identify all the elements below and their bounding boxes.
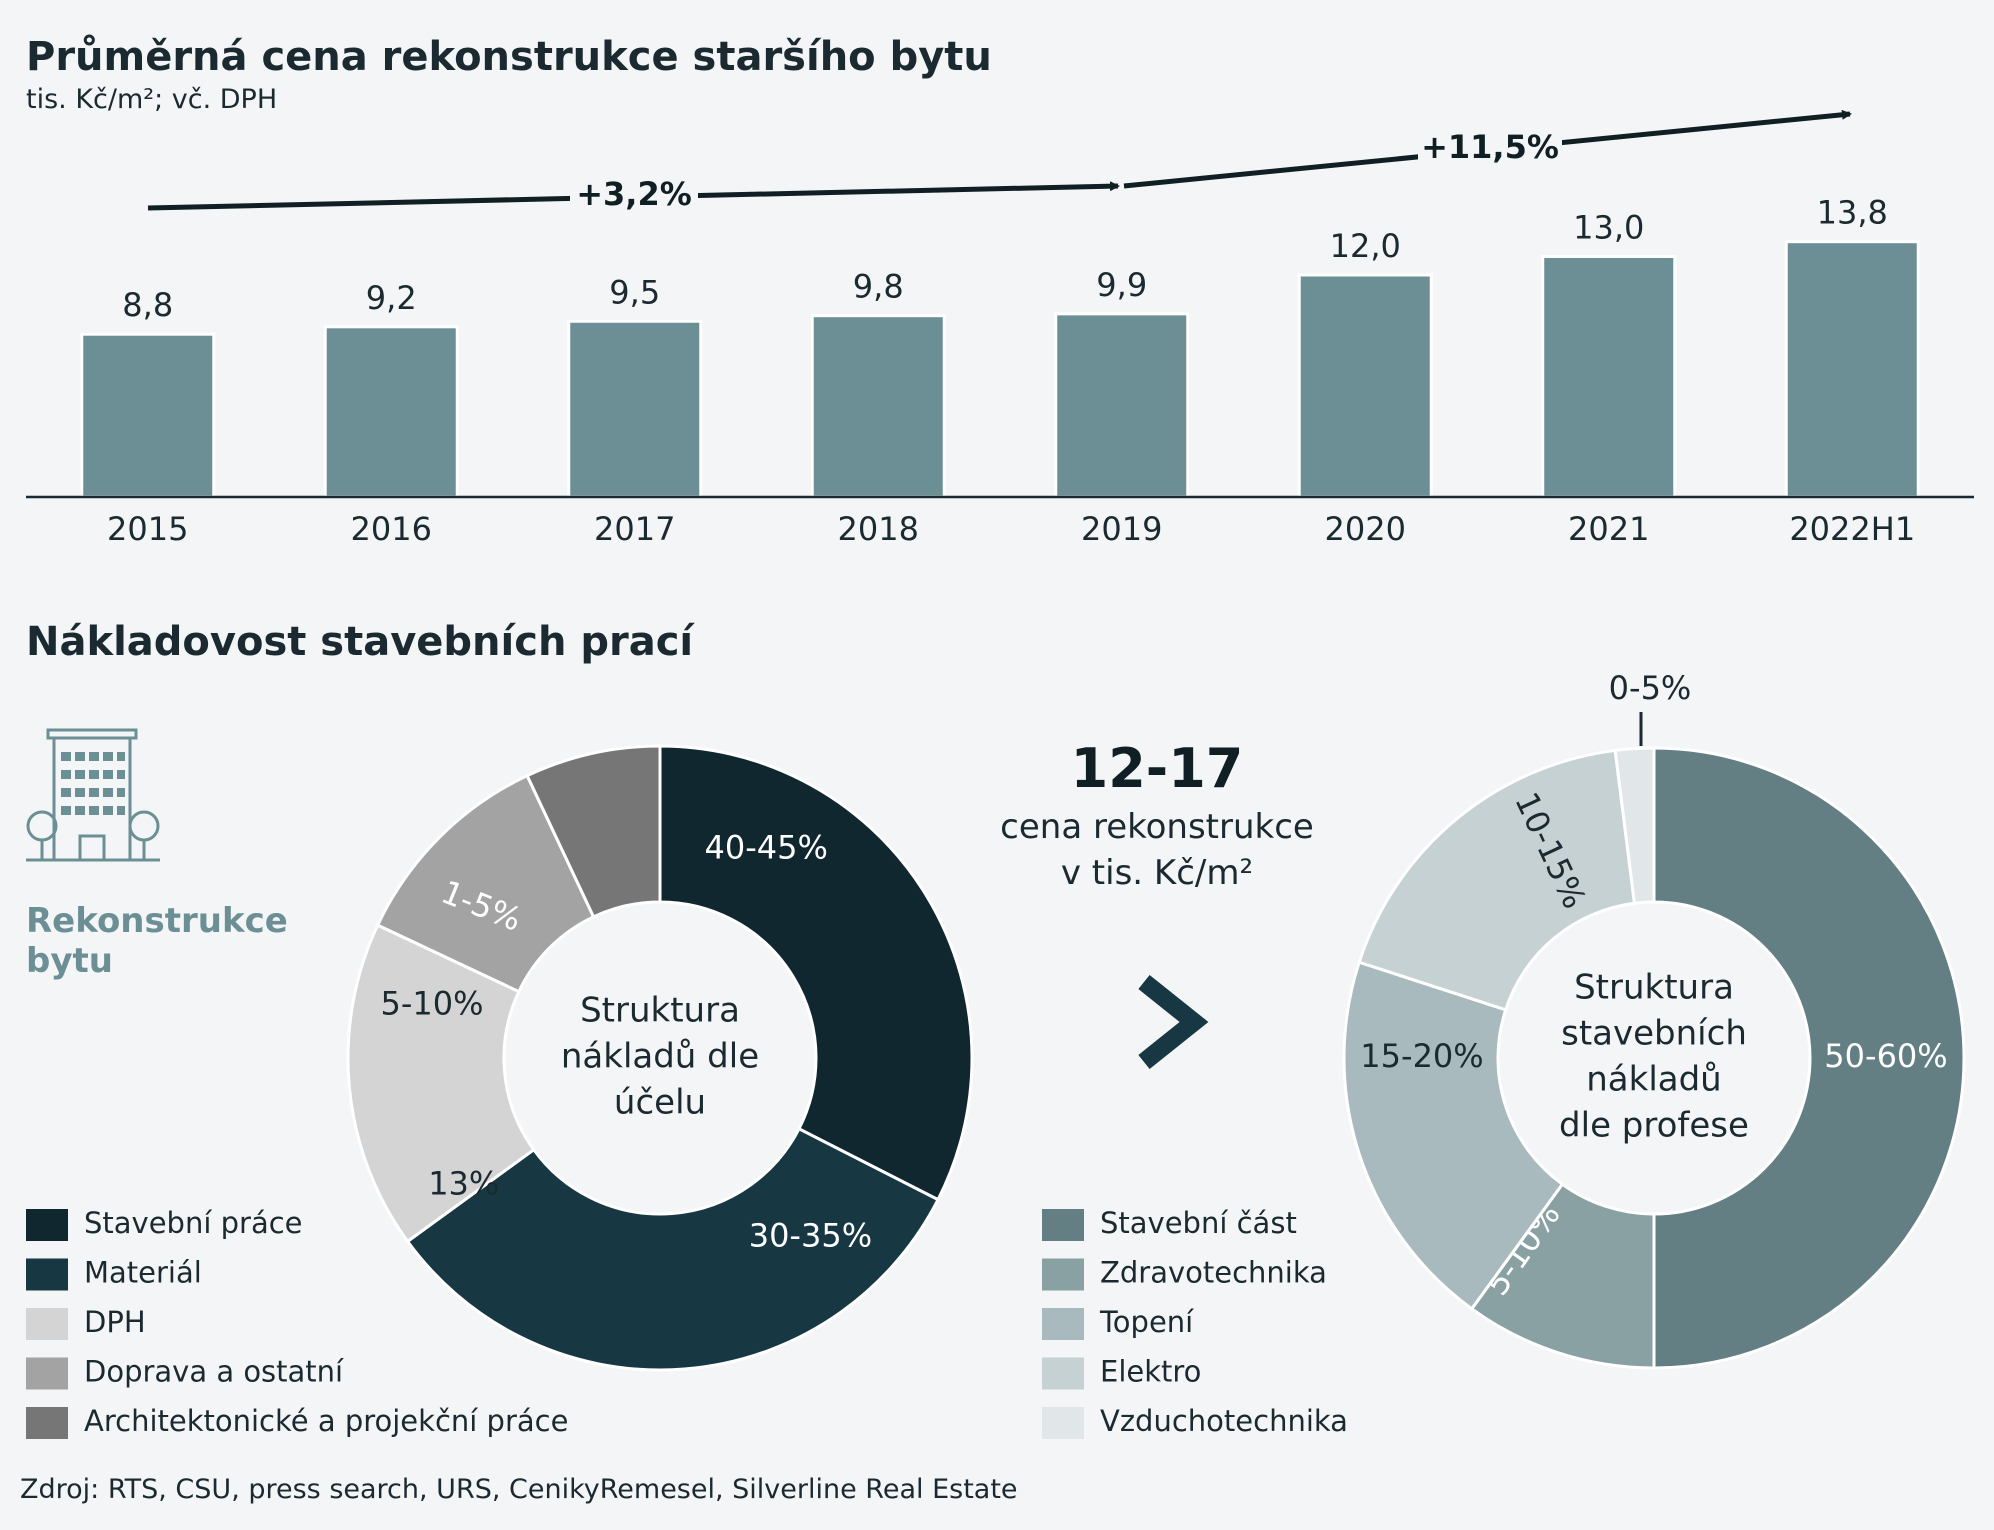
trend-annotations: +3,2% +11,5% xyxy=(147,109,1852,215)
donut-center-label: dle profese xyxy=(1559,1106,1749,1146)
legend-swatch xyxy=(26,1209,68,1241)
bar-value-label: 9,8 xyxy=(853,268,904,306)
slice-label: 0-5% xyxy=(1609,669,1692,707)
donut-center-label: účelu xyxy=(614,1083,706,1123)
slice-topení xyxy=(1342,960,1565,1311)
section-title: Nákladovost stavebních prací xyxy=(26,619,695,665)
legend-swatch xyxy=(26,1258,68,1291)
legend-label: Architektonické a projekční práce xyxy=(84,1404,568,1438)
legend-label: Topení xyxy=(1099,1305,1194,1339)
bar-2018 xyxy=(810,314,946,499)
bar-chart-subtitle: tis. Kč/m²; vč. DPH xyxy=(26,84,277,115)
bar-2019 xyxy=(1054,312,1190,499)
trend-label-1: +3,2% xyxy=(576,175,692,213)
x-tick-label: 2021 xyxy=(1568,510,1649,548)
legend-label: Elektro xyxy=(1100,1355,1201,1389)
legend-swatch xyxy=(1042,1258,1084,1291)
chevron-right-icon xyxy=(1138,974,1209,1070)
legend-label: Doprava a ostatní xyxy=(84,1355,344,1389)
trend-label-2: +11,5% xyxy=(1421,128,1559,166)
slice-stavební-práce xyxy=(658,744,974,1202)
bar-chart: 8,8 2015 9,2 2016 9,5 2017 9,8 2018 9,9 2019 12,0 2… xyxy=(80,194,1920,548)
source-note: Zdroj: RTS, CSU, press search, URS, Ceni… xyxy=(20,1474,1018,1505)
legend-profession: Stavební část Zdravotechnika Topení Elektro… xyxy=(1042,1206,1348,1439)
slice-vzduchotechnika xyxy=(1613,746,1656,905)
bar-chart-title: Průměrná cena rekonstrukce staršího bytu xyxy=(26,33,992,80)
bar-2021 xyxy=(1541,255,1677,499)
legend-swatch xyxy=(26,1308,68,1340)
x-tick-label: 2018 xyxy=(838,510,919,548)
slice-label: 5-10% xyxy=(380,984,483,1022)
x-tick-label: 2019 xyxy=(1081,510,1162,548)
donut-center-label: Struktura xyxy=(580,991,740,1031)
legend-swatch xyxy=(1042,1308,1084,1340)
slice-architektonické-a-projekční-práce xyxy=(525,744,662,919)
slice-materiál xyxy=(405,1126,941,1372)
price-line2: v tis. Kč/m² xyxy=(1061,853,1253,893)
bar-value-label: 13,0 xyxy=(1573,209,1644,247)
x-tick-label: 2020 xyxy=(1325,510,1406,548)
slice-dph xyxy=(346,923,536,1244)
slice-label: 50-60% xyxy=(1824,1037,1947,1075)
slice-label: 15-20% xyxy=(1360,1037,1483,1075)
slice-stavební-část xyxy=(1652,746,1966,1370)
x-tick-label: 2022H1 xyxy=(1789,510,1915,548)
bar-2022H1 xyxy=(1784,240,1920,499)
legend-swatch xyxy=(1042,1357,1084,1390)
bar-value-label: 8,8 xyxy=(122,286,173,324)
side-label-line1: Rekonstrukce xyxy=(26,901,288,941)
donut-center-label: nákladů xyxy=(1586,1060,1722,1100)
bar-2017 xyxy=(567,319,703,499)
price-line1: cena rekonstrukce xyxy=(1000,807,1314,847)
legend-label: DPH xyxy=(84,1305,146,1339)
x-tick-label: 2015 xyxy=(107,510,188,548)
bar-value-label: 12,0 xyxy=(1330,227,1401,265)
donut-center-label: nákladů dle xyxy=(561,1037,759,1077)
slice-label: 40-45% xyxy=(705,829,828,867)
legend-label: Stavební práce xyxy=(84,1206,303,1240)
legend-swatch xyxy=(26,1357,68,1390)
slice-elektro xyxy=(1357,748,1637,1012)
slice-label: 13% xyxy=(428,1164,499,1202)
price-range: 12-17 xyxy=(1071,737,1244,800)
donut-center-label: stavebních xyxy=(1561,1014,1747,1054)
bar-2015 xyxy=(80,332,216,499)
bar-value-label: 9,9 xyxy=(1096,266,1147,304)
donut-center-label: Struktura xyxy=(1574,968,1734,1008)
donut-profession: 50-60%5-10%15-20%10-15%0-5%Strukturastav… xyxy=(1342,669,1966,1370)
legend-label: Vzduchotechnika xyxy=(1100,1404,1348,1438)
x-tick-label: 2016 xyxy=(351,510,432,548)
building-icon xyxy=(26,728,160,862)
legend-swatch xyxy=(1042,1209,1084,1241)
legend-purpose: Stavební práce Materiál DPH Doprava a ostat… xyxy=(26,1206,568,1439)
donut-purpose: 40-45%30-35%13%5-10%1-5%Strukturanákladů… xyxy=(346,744,974,1372)
legend-label: Materiál xyxy=(84,1256,202,1290)
slice-label: 30-35% xyxy=(749,1216,872,1254)
legend-label: Stavební část xyxy=(1100,1206,1297,1240)
side-label-line2: bytu xyxy=(26,941,113,981)
bar-2020 xyxy=(1297,273,1433,499)
bar-value-label: 9,5 xyxy=(609,273,660,311)
bar-value-label: 13,8 xyxy=(1817,194,1888,232)
x-tick-label: 2017 xyxy=(594,510,675,548)
legend-label: Zdravotechnika xyxy=(1100,1256,1327,1290)
bar-value-label: 9,2 xyxy=(366,279,417,317)
bar-2016 xyxy=(323,325,459,499)
legend-swatch xyxy=(1042,1407,1084,1439)
legend-swatch xyxy=(26,1407,68,1439)
